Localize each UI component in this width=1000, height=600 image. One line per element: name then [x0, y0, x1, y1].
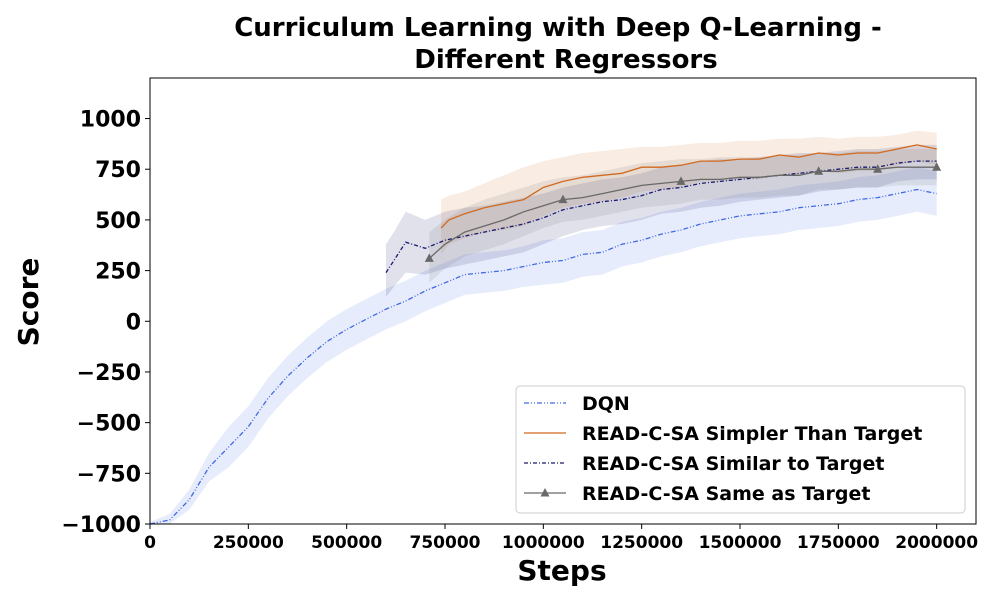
chart-title-line-2: Different Regressors: [414, 45, 717, 75]
x-tick-label: 2000000: [895, 533, 978, 553]
legend-marker-read-c-sa-same-as-target: [540, 488, 550, 497]
legend-label-read-c-sa-simpler-than-target: READ-C-SA Simpler Than Target: [582, 423, 922, 445]
band-read-c-sa-same-as-target: [429, 149, 937, 283]
x-axis-label: Steps: [517, 554, 606, 587]
x-tick-label: 500000: [311, 533, 382, 553]
x-tick-label: 250000: [213, 533, 284, 553]
y-tick-label: 750: [95, 158, 141, 183]
series-markers: [424, 162, 942, 262]
y-tick-label: 500: [95, 209, 141, 234]
marker-read-c-sa-same-as-target-5: [932, 162, 942, 171]
marker-read-c-sa-same-as-target-4: [873, 164, 883, 173]
line-read-c-sa-simpler-than-target: [440, 144, 937, 229]
y-tick-label: 250: [95, 260, 141, 285]
line-dqn: [149, 188, 937, 525]
y-tick-label: 1000: [80, 108, 141, 133]
plot-area: [149, 77, 977, 525]
y-axis-label: Score: [12, 258, 45, 347]
marker-read-c-sa-same-as-target-2: [676, 176, 686, 185]
marker-read-c-sa-same-as-target-0: [424, 253, 434, 262]
x-axis-ticks: 0 250000 500000 750000 1000000 1250000 1500000…: [144, 524, 978, 553]
y-tick-label: 0: [126, 310, 141, 335]
x-tick-label: 1750000: [797, 533, 880, 553]
band-read-c-sa-similar-to-target: [386, 144, 937, 297]
y-tick-label: −250: [77, 361, 141, 386]
x-tick-label: 750000: [410, 533, 481, 553]
legend: DQN READ-C-SA Simpler Than Target READ-C-S…: [515, 385, 966, 514]
legend-box: [515, 385, 966, 514]
x-tick-label: 1500000: [699, 533, 782, 553]
line-read-c-sa-similar-to-target: [385, 160, 937, 273]
confidence-bands: [150, 130, 937, 524]
y-axis-ticks: −1000 −750 −500 −250 0 250 500 750 1000: [61, 108, 150, 538]
chart-title-line-1: Curriculum Learning with Deep Q-Learning…: [234, 13, 882, 43]
legend-label-read-c-sa-similar-to-target: READ-C-SA Similar to Target: [582, 453, 884, 475]
marker-read-c-sa-same-as-target-1: [558, 194, 568, 204]
band-dqn: [150, 167, 937, 524]
y-tick-label: −1000: [61, 513, 141, 538]
x-tick-label: 1000000: [502, 533, 585, 553]
legend-label-dqn: DQN: [582, 393, 630, 415]
legend-label-read-c-sa-same-as-target: READ-C-SA Same as Target: [582, 483, 870, 505]
y-tick-label: −750: [77, 462, 141, 487]
y-tick-label: −500: [77, 412, 141, 437]
x-tick-label: 1250000: [600, 533, 683, 553]
x-tick-label: 0: [144, 533, 156, 553]
marker-read-c-sa-same-as-target-3: [814, 166, 824, 175]
band-read-c-sa-simpler-than-target: [441, 130, 937, 255]
